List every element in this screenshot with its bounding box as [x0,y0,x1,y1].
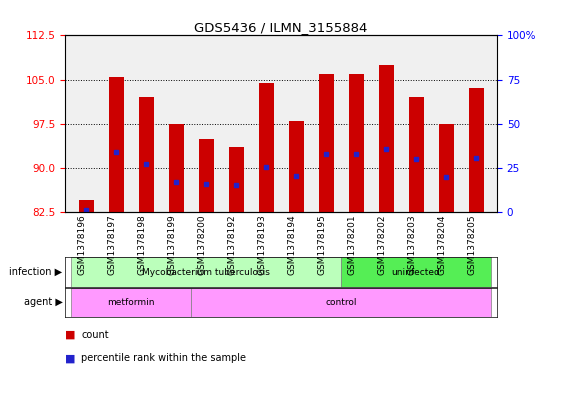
Text: Mycobacterium tuberculosis: Mycobacterium tuberculosis [142,268,270,277]
Text: GSM1378196: GSM1378196 [77,214,86,275]
Text: GSM1378192: GSM1378192 [227,214,236,275]
Bar [229,147,244,212]
Text: GSM1378198: GSM1378198 [137,214,147,275]
Text: percentile rank within the sample: percentile rank within the sample [81,353,246,364]
Text: GSM1378202: GSM1378202 [377,214,386,275]
Text: GSM1378205: GSM1378205 [467,214,476,275]
Bar [72,288,191,317]
Text: ■: ■ [65,353,76,364]
Text: GSM1378204: GSM1378204 [437,214,446,275]
Text: GSM1378195: GSM1378195 [317,214,326,275]
Text: GSM1378203: GSM1378203 [407,214,416,275]
Text: count: count [81,330,109,340]
Text: GSM1378197: GSM1378197 [107,214,116,275]
Bar [289,121,304,212]
Bar [408,97,424,212]
Text: GSM1378201: GSM1378201 [347,214,356,275]
Bar [341,257,491,287]
Bar [379,65,394,212]
Bar [199,139,214,212]
Text: control: control [325,298,357,307]
Text: infection ▶: infection ▶ [9,267,62,277]
Bar [469,88,483,212]
Bar [319,73,333,212]
Text: GSM1378199: GSM1378199 [167,214,176,275]
Bar [438,124,453,212]
Bar [258,83,274,212]
Text: metformin: metformin [107,298,155,307]
Bar [191,288,491,317]
Bar [72,257,341,287]
Text: agent ▶: agent ▶ [24,298,62,307]
Text: GSM1378200: GSM1378200 [197,214,206,275]
Title: GDS5436 / ILMN_3155884: GDS5436 / ILMN_3155884 [194,21,368,34]
Bar [169,124,183,212]
Bar [139,97,154,212]
Text: GSM1378193: GSM1378193 [257,214,266,275]
Text: ■: ■ [65,330,76,340]
Bar [109,77,124,212]
Bar [79,200,94,212]
Text: uninfected: uninfected [392,268,440,277]
Text: GSM1378194: GSM1378194 [287,214,296,275]
Bar [349,73,364,212]
